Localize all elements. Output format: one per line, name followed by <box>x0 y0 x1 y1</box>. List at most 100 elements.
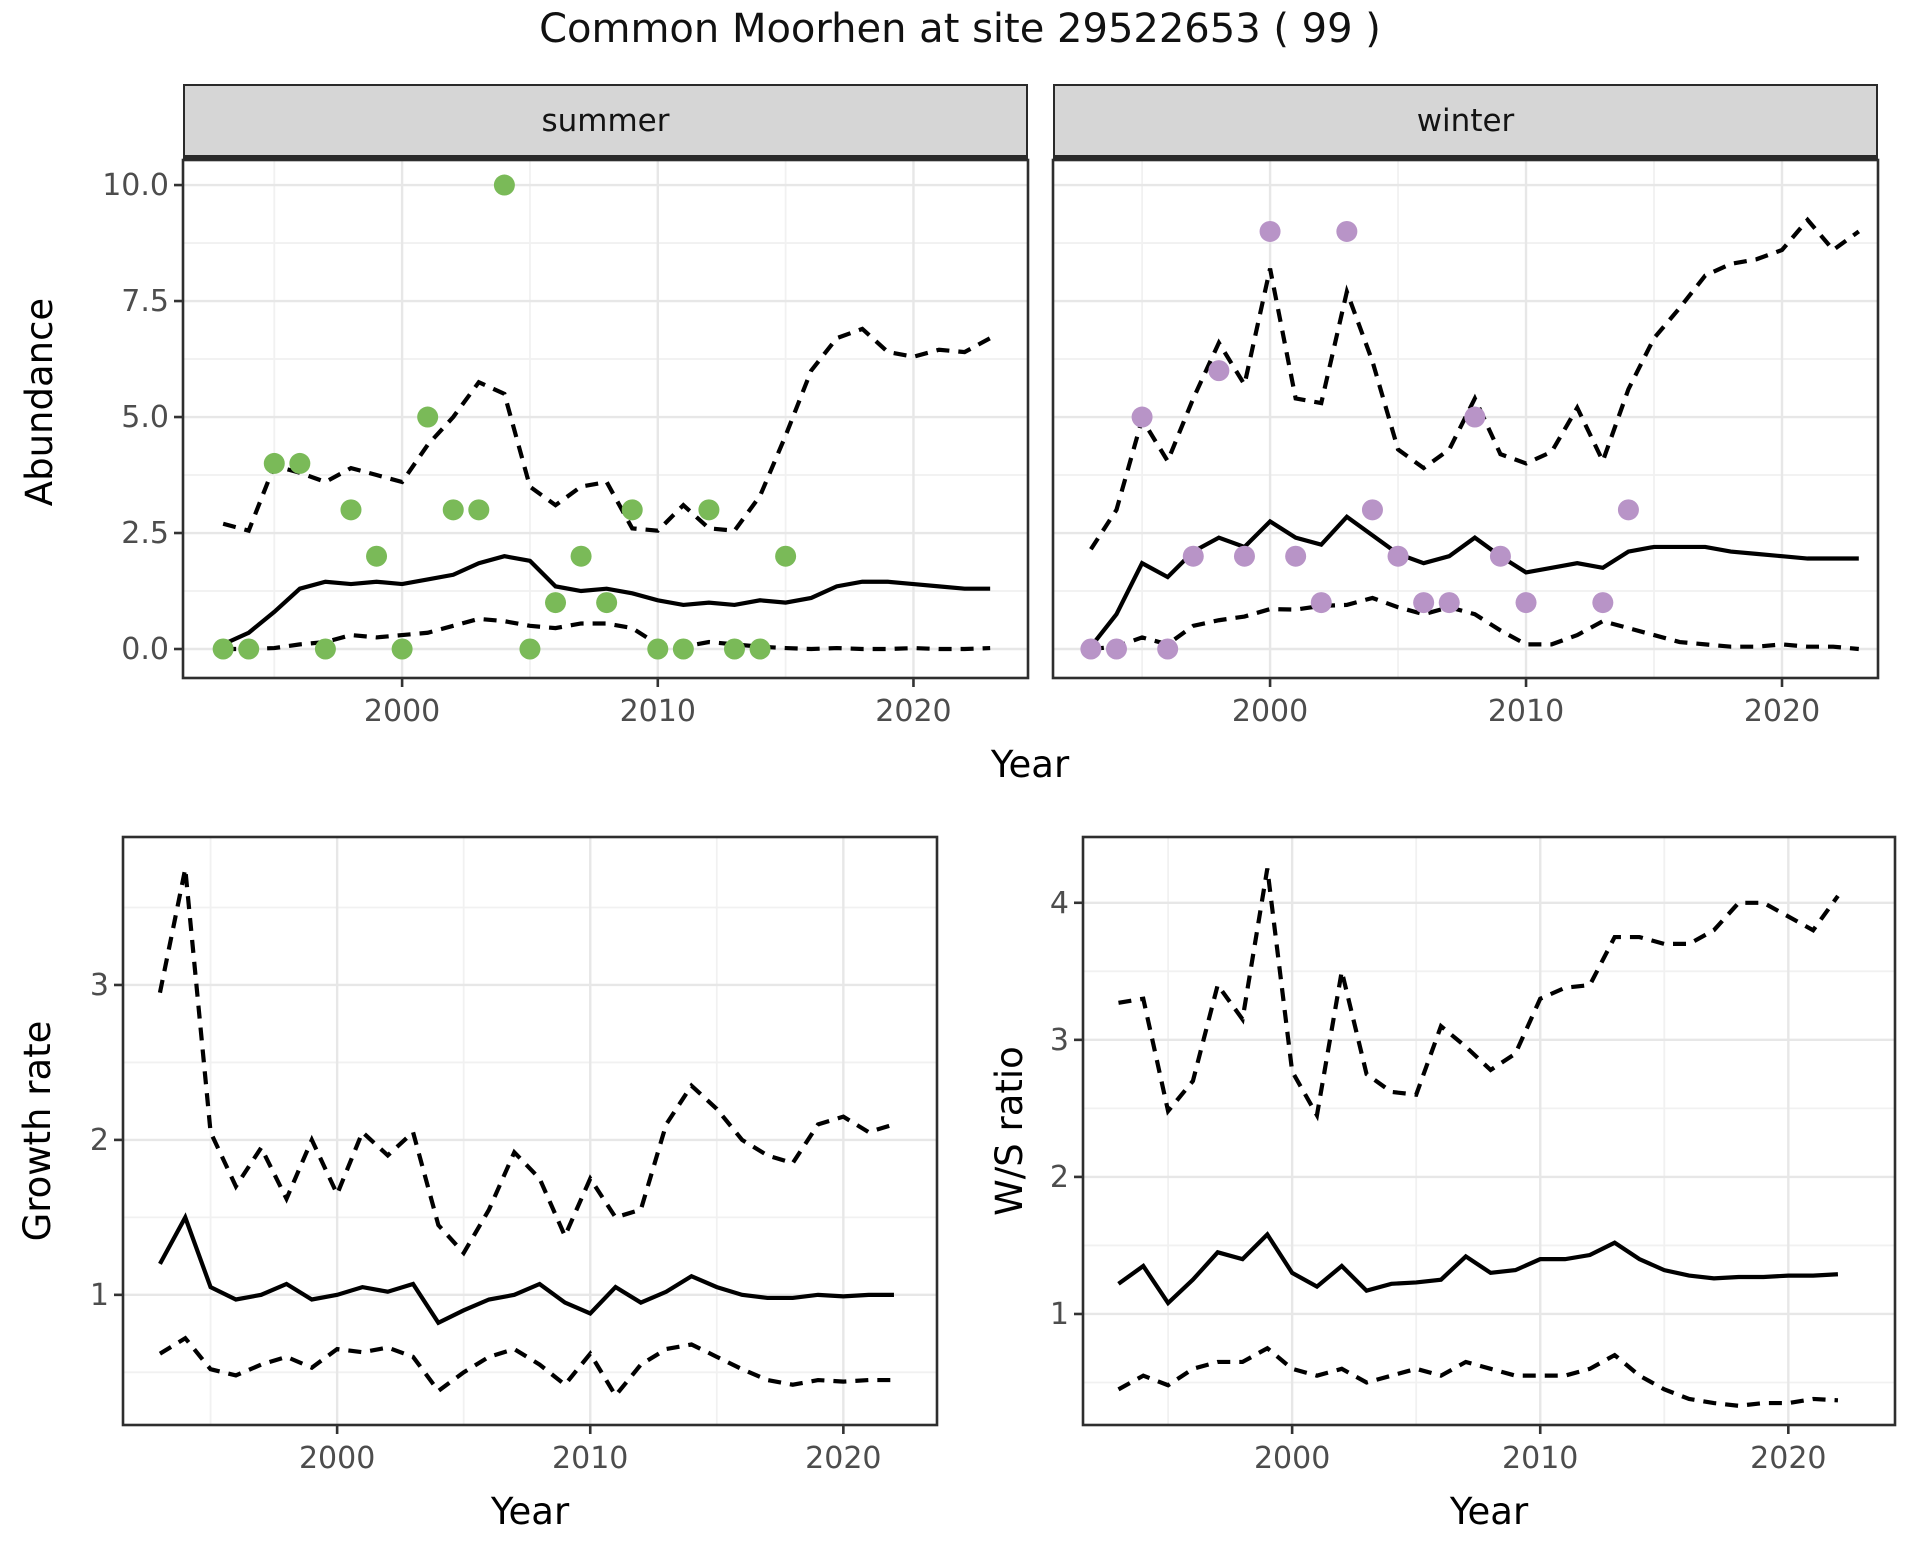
upper-ci-line <box>1118 868 1840 1122</box>
scatter-point <box>672 638 694 660</box>
panel-border <box>1081 835 1897 1427</box>
y-tick-label: 3 <box>1050 1023 1069 1058</box>
scatter-point <box>1233 545 1255 567</box>
facet-strip-winter: winter <box>1053 84 1878 160</box>
y-tick-label: 2 <box>90 1123 109 1158</box>
scatter-point <box>263 452 285 474</box>
lower-ci-line <box>158 1335 894 1400</box>
scatter-points <box>1080 220 1639 660</box>
axis-ticks: 2000 2010 2020 1 2 3 4 <box>1050 886 1827 1476</box>
scatter-point <box>570 545 592 567</box>
panel-border <box>181 158 1030 680</box>
x-axis-title-year-ws: Year <box>1449 1490 1529 1533</box>
scatter-point <box>1438 592 1460 614</box>
facet-strip-summer: summer <box>183 84 1028 160</box>
y-axis-title-ws-ratio: W/S ratio <box>988 1046 1031 1216</box>
gridlines <box>1083 837 1895 1425</box>
scatter-point <box>775 545 797 567</box>
scatter-point <box>545 592 567 614</box>
scatter-point <box>1617 499 1639 521</box>
y-tick-label: 2.5 <box>121 516 169 551</box>
scatter-point <box>1182 545 1204 567</box>
x-tick-label: 2000 <box>1254 1441 1330 1476</box>
scatter-point <box>468 499 490 521</box>
x-tick-label: 2020 <box>805 1441 881 1476</box>
facet-strip-winter-label: winter <box>1416 102 1515 139</box>
panel-border <box>1051 158 1880 680</box>
panel-abundance_summer: 2000 2010 2020 0.0 2.5 5.0 7.5 10.0 <box>102 158 1030 729</box>
scatter-point <box>1157 638 1179 660</box>
scatter-point <box>519 638 541 660</box>
y-tick-label: 2 <box>1050 1160 1069 1195</box>
x-tick-label: 2020 <box>875 694 951 729</box>
lower-ci-line <box>1090 595 1859 652</box>
scatter-point <box>1489 545 1511 567</box>
gridlines <box>1053 160 1878 678</box>
scatter-point <box>698 499 720 521</box>
scatter-point <box>442 499 464 521</box>
y-tick-label: 5.0 <box>121 400 169 435</box>
y-tick-label: 0.0 <box>121 632 169 667</box>
scatter-point <box>1131 406 1153 428</box>
plot-title: Common Moorhen at site 29522653 ( 99 ) <box>539 6 1381 52</box>
scatter-point <box>238 638 260 660</box>
scatter-point <box>596 592 618 614</box>
scatter-point <box>417 406 439 428</box>
median-line <box>1117 1231 1839 1307</box>
panel-ws_ratio: 2000 2010 2020 1 2 3 4 <box>1050 835 1897 1476</box>
y-tick-label: 3 <box>90 968 109 1003</box>
scatter-point <box>366 545 388 567</box>
scatter-point <box>647 638 669 660</box>
x-tick-label: 2000 <box>299 1441 375 1476</box>
scatter-point <box>212 638 234 660</box>
scatter-points <box>212 174 797 660</box>
x-tick-label: 2020 <box>1750 1441 1826 1476</box>
scatter-point <box>1080 638 1102 660</box>
x-axis-title-year-growth: Year <box>490 1490 570 1533</box>
lower-ci-line <box>223 616 991 652</box>
scatter-point <box>1464 406 1486 428</box>
scatter-point <box>1310 592 1332 614</box>
upper-ci-line <box>157 868 895 1257</box>
y-tick-label: 10.0 <box>102 168 169 203</box>
x-tick-label: 2010 <box>552 1441 628 1476</box>
upper-ci-line <box>222 326 992 534</box>
median-line <box>222 554 991 647</box>
scatter-point <box>314 638 336 660</box>
panel-abundance_winter: 2000 2010 2020 <box>1051 158 1880 729</box>
scatter-point <box>621 499 643 521</box>
scatter-point <box>1208 360 1230 382</box>
y-axis-title-abundance: Abundance <box>18 297 61 507</box>
axis-ticks: 2000 2010 2020 0.0 2.5 5.0 7.5 10.0 <box>102 168 951 729</box>
scatter-point <box>1387 545 1409 567</box>
y-tick-label: 1 <box>1050 1297 1069 1332</box>
axis-ticks: 2000 2010 2020 1 2 3 <box>90 968 882 1476</box>
scatter-point <box>391 638 413 660</box>
x-tick-label: 2010 <box>1488 694 1564 729</box>
x-axis-title-year-top: Year <box>990 743 1070 786</box>
scatter-point <box>1413 592 1435 614</box>
gridlines <box>123 837 937 1425</box>
scatter-point <box>723 638 745 660</box>
median-line <box>158 1212 894 1326</box>
panel-border <box>121 835 939 1427</box>
median-line <box>1089 513 1859 648</box>
x-tick-label: 2020 <box>1744 694 1820 729</box>
scatter-point <box>340 499 362 521</box>
x-tick-label: 2000 <box>1232 694 1308 729</box>
y-tick-label: 1 <box>90 1278 109 1313</box>
scatter-point <box>1259 220 1281 242</box>
scatter-point <box>1285 545 1307 567</box>
x-tick-label: 2010 <box>1502 1441 1578 1476</box>
scatter-point <box>1592 592 1614 614</box>
scatter-point <box>749 638 771 660</box>
scatter-point <box>1336 220 1358 242</box>
scatter-point <box>1361 499 1383 521</box>
upper-ci-line <box>1089 216 1861 551</box>
scatter-point <box>289 452 311 474</box>
y-tick-label: 7.5 <box>121 284 169 319</box>
y-tick-label: 4 <box>1050 886 1069 921</box>
x-tick-label: 2000 <box>364 694 440 729</box>
